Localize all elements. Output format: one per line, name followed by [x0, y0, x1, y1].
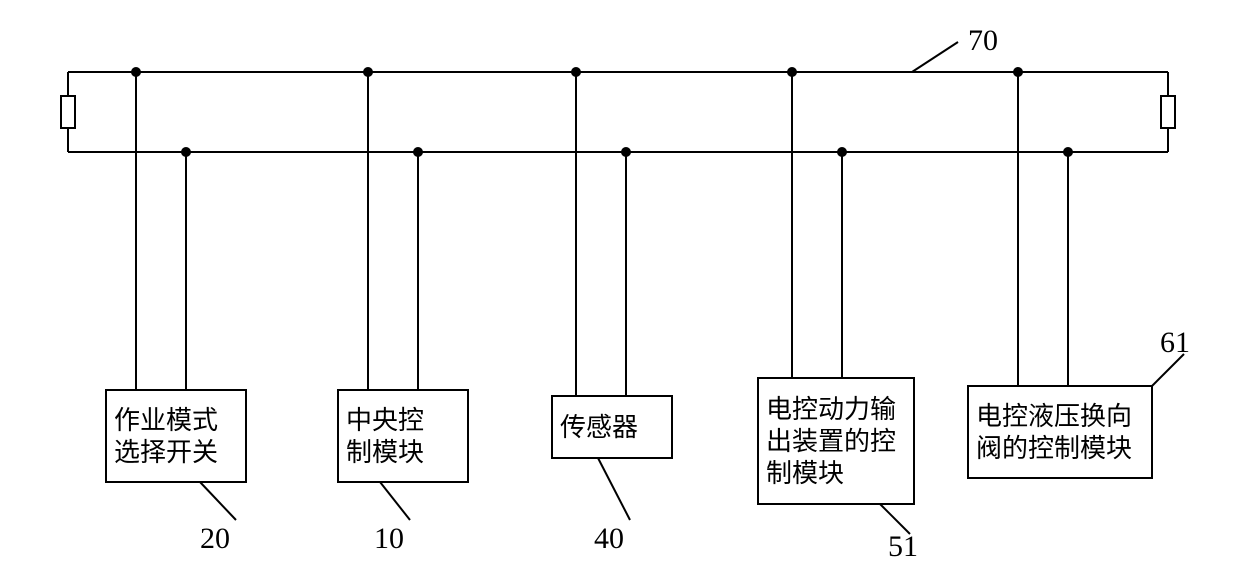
module-box-2: [338, 390, 468, 482]
module-box-2-line-2: 制模块: [346, 438, 424, 467]
terminator-left: [61, 96, 75, 128]
module-box-3-line-1: 传感器: [560, 413, 638, 442]
bus-label-leader: [912, 42, 958, 72]
module-box-4-line-2: 出装置的控: [766, 427, 896, 456]
module-box-5: [968, 386, 1152, 478]
module-box-2-line-1: 中央控: [346, 406, 424, 435]
module-box-4-line-1: 电控动力输: [766, 395, 896, 424]
terminator-right: [1161, 96, 1175, 128]
bus-label: 70: [968, 24, 998, 57]
module-box-4-line-3: 制模块: [766, 459, 844, 488]
module-box-5-line-2: 阀的控制模块: [976, 434, 1132, 463]
ref-label-2: 10: [374, 522, 404, 555]
module-box-5-line-1: 电控液压换向: [976, 402, 1132, 431]
ref-leader-2: [380, 482, 410, 520]
ref-label-4: 51: [888, 530, 918, 563]
ref-leader-3: [598, 458, 630, 520]
module-box-1-line-2: 选择开关: [114, 438, 218, 467]
module-box-1-line-1: 作业模式: [114, 406, 218, 435]
ref-label-1: 20: [200, 522, 230, 555]
ref-label-5: 61: [1160, 326, 1190, 359]
module-box-1: [106, 390, 246, 482]
ref-leader-1: [200, 482, 236, 520]
ref-label-3: 40: [594, 522, 624, 555]
